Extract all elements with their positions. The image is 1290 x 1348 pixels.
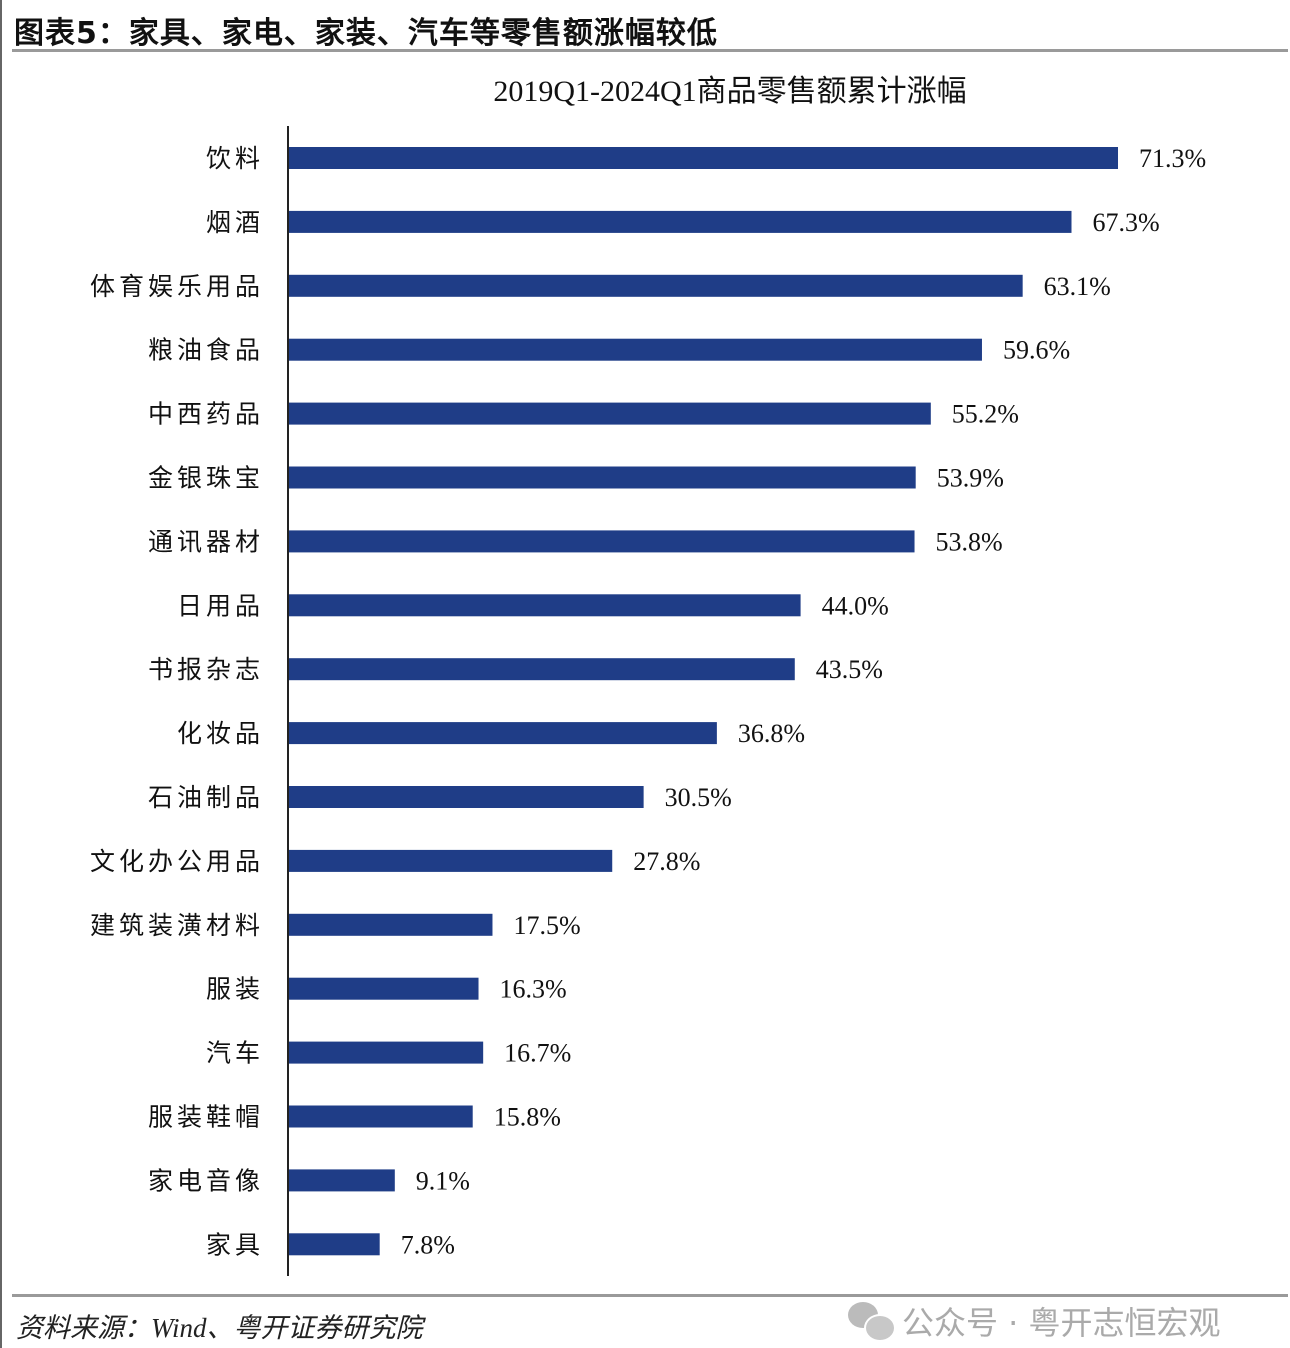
category-label: 家电音像 xyxy=(148,1166,264,1195)
bar xyxy=(289,1041,484,1064)
data-label: 63.1% xyxy=(1044,272,1111,301)
category-label: 日用品 xyxy=(177,591,264,620)
data-label: 16.3% xyxy=(500,975,567,1004)
top-divider xyxy=(12,49,1288,52)
chart-title: 2019Q1-2024Q1商品零售额累计涨幅 xyxy=(493,75,967,108)
category-label: 书报杂志 xyxy=(148,655,264,684)
bar xyxy=(289,977,479,1000)
category-label: 烟酒 xyxy=(206,208,264,237)
bar xyxy=(289,849,613,872)
bar xyxy=(289,913,493,936)
category-label: 化妆品 xyxy=(177,719,264,748)
data-label: 55.2% xyxy=(952,400,1019,429)
category-label: 文化办公用品 xyxy=(90,847,264,876)
bottom-divider xyxy=(12,1294,1288,1297)
data-label: 71.3% xyxy=(1139,144,1206,173)
bar xyxy=(289,466,916,489)
category-label: 汽车 xyxy=(206,1039,264,1068)
data-label: 43.5% xyxy=(816,655,883,684)
data-label: 30.5% xyxy=(665,783,732,812)
wechat-icon xyxy=(848,1302,896,1342)
data-label: 53.9% xyxy=(937,464,1004,493)
category-label: 石油制品 xyxy=(148,783,264,812)
bar xyxy=(289,210,1072,233)
data-label: 16.7% xyxy=(504,1039,571,1068)
data-label: 59.6% xyxy=(1003,336,1070,365)
category-label: 饮料 xyxy=(206,144,264,173)
category-label: 建筑装潢材料 xyxy=(90,911,264,940)
category-label: 家具 xyxy=(206,1230,264,1259)
watermark-text: 公众号 · 粤开志恒宏观 xyxy=(902,1304,1221,1342)
bar xyxy=(289,658,795,681)
data-label: 53.8% xyxy=(936,527,1003,556)
bar xyxy=(289,338,982,361)
data-label: 67.3% xyxy=(1092,208,1159,237)
data-label: 44.0% xyxy=(822,591,889,620)
figure-title: 图表5：家具、家电、家装、汽车等零售额涨幅较低 xyxy=(14,16,718,51)
bar xyxy=(289,147,1119,169)
bar xyxy=(289,594,801,617)
bar xyxy=(289,722,717,745)
bar xyxy=(289,1105,473,1128)
data-label: 15.8% xyxy=(494,1103,561,1132)
bar xyxy=(289,274,1023,297)
bar xyxy=(289,530,915,553)
category-label: 粮油食品 xyxy=(148,336,264,365)
category-label: 服装鞋帽 xyxy=(148,1103,264,1132)
category-label: 金银珠宝 xyxy=(148,464,264,493)
data-label: 9.1% xyxy=(416,1166,470,1195)
bar xyxy=(289,1169,395,1192)
source-note: 资料来源：Wind、粤开证券研究院 xyxy=(16,1313,423,1343)
data-label: 7.8% xyxy=(401,1230,455,1259)
category-label: 服装 xyxy=(206,975,264,1004)
category-label: 通讯器材 xyxy=(148,527,264,556)
category-label: 体育娱乐用品 xyxy=(90,272,264,301)
frame-edge xyxy=(0,0,2,1348)
bar xyxy=(289,786,644,808)
category-label: 中西药品 xyxy=(148,400,264,429)
data-label: 36.8% xyxy=(738,719,805,748)
bar xyxy=(289,1233,380,1256)
watermark: 公众号 · 粤开志恒宏观 xyxy=(848,1298,1221,1344)
bar xyxy=(289,402,931,425)
data-label: 17.5% xyxy=(513,911,580,940)
data-label: 27.8% xyxy=(633,847,700,876)
